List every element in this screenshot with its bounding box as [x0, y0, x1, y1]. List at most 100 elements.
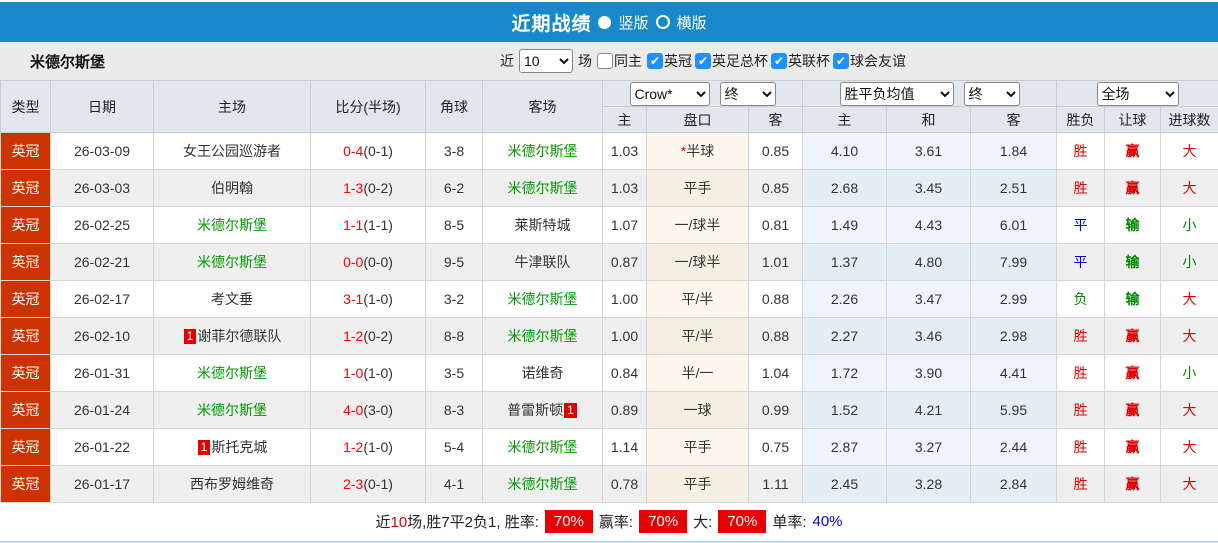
promotion-badge: 1 [564, 403, 577, 418]
unit-label: 场 [578, 53, 592, 69]
sub-header-crow-home: 主 [602, 106, 647, 133]
header-row-sub: 主 盘口 客 主 和 客 胜负 让球 进球数 [1, 106, 1218, 133]
handicap-value: 一/球半 [674, 217, 721, 233]
avg-home-odds: 2.27 [802, 317, 887, 355]
match-date: 26-01-31 [50, 354, 154, 392]
half-time-score: (1-1) [363, 217, 393, 233]
table-row: 英冠 26-02-21 米德尔斯堡 0-0(0-0) 9-5 牛津联队 0.87 一/球半 1.… [0, 243, 1218, 281]
crow-final-select[interactable]: 终 [719, 81, 776, 106]
half-time-score: (0-2) [363, 328, 393, 344]
corners-cell: 3-2 [425, 280, 483, 318]
crow-handicap: 一/球半 [646, 206, 749, 244]
match-date: 26-02-21 [50, 243, 154, 281]
result-header: 全场 [1056, 80, 1218, 107]
league-filter-label: 球会友谊 [850, 53, 906, 69]
half-time-score: (1-0) [363, 439, 393, 455]
team-name: 米德尔斯堡 [507, 439, 578, 455]
handicap-value: 平/半 [681, 291, 714, 307]
summary-bar: 近10场,胜7平2负1, 胜率: 70% 赢率: 70% 大: 70% 单率: … [0, 503, 1218, 539]
avg-draw-odds: 3.46 [886, 317, 971, 355]
over-rate-label: 大: [693, 513, 713, 531]
summary-prefix: 近 [375, 513, 391, 531]
home-team-cell: 米德尔斯堡 [153, 354, 311, 392]
team-name: 女王公园巡游者 [183, 143, 281, 159]
avg-final-select[interactable]: 终 [963, 81, 1020, 106]
crow-home-odds: 0.87 [602, 243, 647, 281]
away-team-cell: 米德尔斯堡 [482, 280, 603, 318]
league-filter-1[interactable]: ✔ 英足总杯 [695, 51, 768, 71]
same-home-filter[interactable]: 同主 [597, 51, 642, 71]
goals-result-cell: 大 [1160, 428, 1218, 466]
league-filter-2[interactable]: ✔ 英联杯 [771, 51, 830, 71]
match-date: 26-02-17 [50, 280, 154, 318]
avg-away-odds: 1.84 [969, 132, 1058, 170]
bookmaker-select[interactable]: Crow* [629, 81, 710, 106]
checkbox-checked-icon[interactable]: ✔ [695, 53, 711, 69]
recent-count-select[interactable]: 10 [519, 49, 573, 73]
avg-draw-odds: 3.90 [886, 354, 971, 392]
home-team-cell: 伯明翰 [153, 169, 311, 207]
avg-home-odds: 1.37 [802, 243, 887, 281]
handicap-value: 平/半 [681, 328, 714, 344]
crow-home-odds: 1.03 [602, 132, 647, 170]
crow-away-odds: 0.88 [748, 280, 803, 318]
team-name: 米德尔斯堡 [197, 217, 267, 233]
away-team-cell: 米德尔斯堡 [482, 132, 603, 170]
handicap-result-cell: 输 [1104, 243, 1162, 281]
league-filter-3[interactable]: ✔ 球会友谊 [833, 51, 906, 71]
result-cell: 胜 [1056, 317, 1106, 355]
checkbox-checked-icon[interactable]: ✔ [647, 53, 663, 69]
handicap-result-cell: 赢 [1104, 391, 1162, 429]
score-cell: 0-4(0-1) [310, 132, 426, 170]
team-name: 米德尔斯堡 [197, 402, 267, 418]
avg-away-odds: 2.99 [969, 280, 1058, 318]
summary-text: 近10场,胜7平2负1, 胜率: [375, 511, 538, 532]
league-type-cell: 英冠 [0, 354, 51, 392]
crow-home-odds: 1.07 [602, 206, 647, 244]
league-filter-label: 英冠 [664, 53, 692, 69]
match-date: 26-03-09 [50, 132, 154, 170]
team-name: 米德尔斯堡 [197, 254, 267, 270]
team-name: 米德尔斯堡 [507, 291, 578, 307]
handicap-value: 半球 [686, 143, 715, 159]
checkbox-unchecked-icon[interactable] [597, 53, 613, 69]
league-filter-0[interactable]: ✔ 英冠 [647, 51, 692, 71]
title-bar: 近期战绩 竖版 横版 [0, 2, 1218, 42]
checkbox-checked-icon[interactable]: ✔ [771, 53, 787, 69]
goals-result-cell: 小 [1160, 354, 1218, 392]
win-rate-badge: 70% [544, 509, 593, 533]
horizontal-layout-label[interactable]: 横版 [676, 14, 707, 32]
checkbox-checked-icon[interactable]: ✔ [833, 53, 849, 69]
star-icon: * [680, 143, 687, 159]
crow-home-odds: 1.00 [602, 280, 647, 318]
avg-home-odds: 2.87 [802, 428, 887, 466]
handicap-result-cell: 赢 [1104, 132, 1162, 170]
avg-home-odds: 1.72 [802, 354, 887, 392]
corners-cell: 8-5 [425, 206, 483, 244]
crow-home-odds: 1.14 [602, 428, 647, 466]
score-cell: 0-0(0-0) [310, 243, 426, 281]
avg-away-odds: 7.99 [969, 243, 1058, 281]
crow-handicap: 一球 [646, 391, 749, 429]
summary-record: 场,胜7平2负1, 胜率: [407, 513, 539, 531]
team-name: 米德尔斯堡 [507, 328, 578, 344]
full-match-select[interactable]: 全场 [1096, 81, 1179, 106]
promotion-badge: 1 [197, 440, 211, 455]
vertical-layout-radio[interactable] [598, 15, 612, 29]
avg-away-odds: 6.01 [969, 206, 1058, 244]
vertical-layout-label[interactable]: 竖版 [618, 14, 649, 32]
match-date: 26-01-17 [50, 465, 154, 503]
crow-handicap: 平/半 [646, 280, 749, 318]
away-team-cell: 诺维奇 [482, 354, 603, 392]
league-type-cell: 英冠 [0, 317, 51, 355]
full-time-score: 3-1 [343, 291, 364, 307]
avg-home-odds: 1.52 [802, 391, 887, 429]
horizontal-layout-radio[interactable] [655, 15, 670, 29]
table-row: 英冠 26-01-31 米德尔斯堡 1-0(1-0) 3-5 诺维奇 0.84 半/一 1.04… [0, 354, 1218, 392]
avg-odds-select[interactable]: 胜平负均值 [839, 81, 954, 106]
league-type-cell: 英冠 [0, 169, 51, 207]
result-cell: 平 [1056, 206, 1106, 244]
home-team-cell: 女王公园巡游者 [153, 132, 311, 170]
home-team-cell: 1 谢菲尔德联队 [153, 317, 311, 355]
